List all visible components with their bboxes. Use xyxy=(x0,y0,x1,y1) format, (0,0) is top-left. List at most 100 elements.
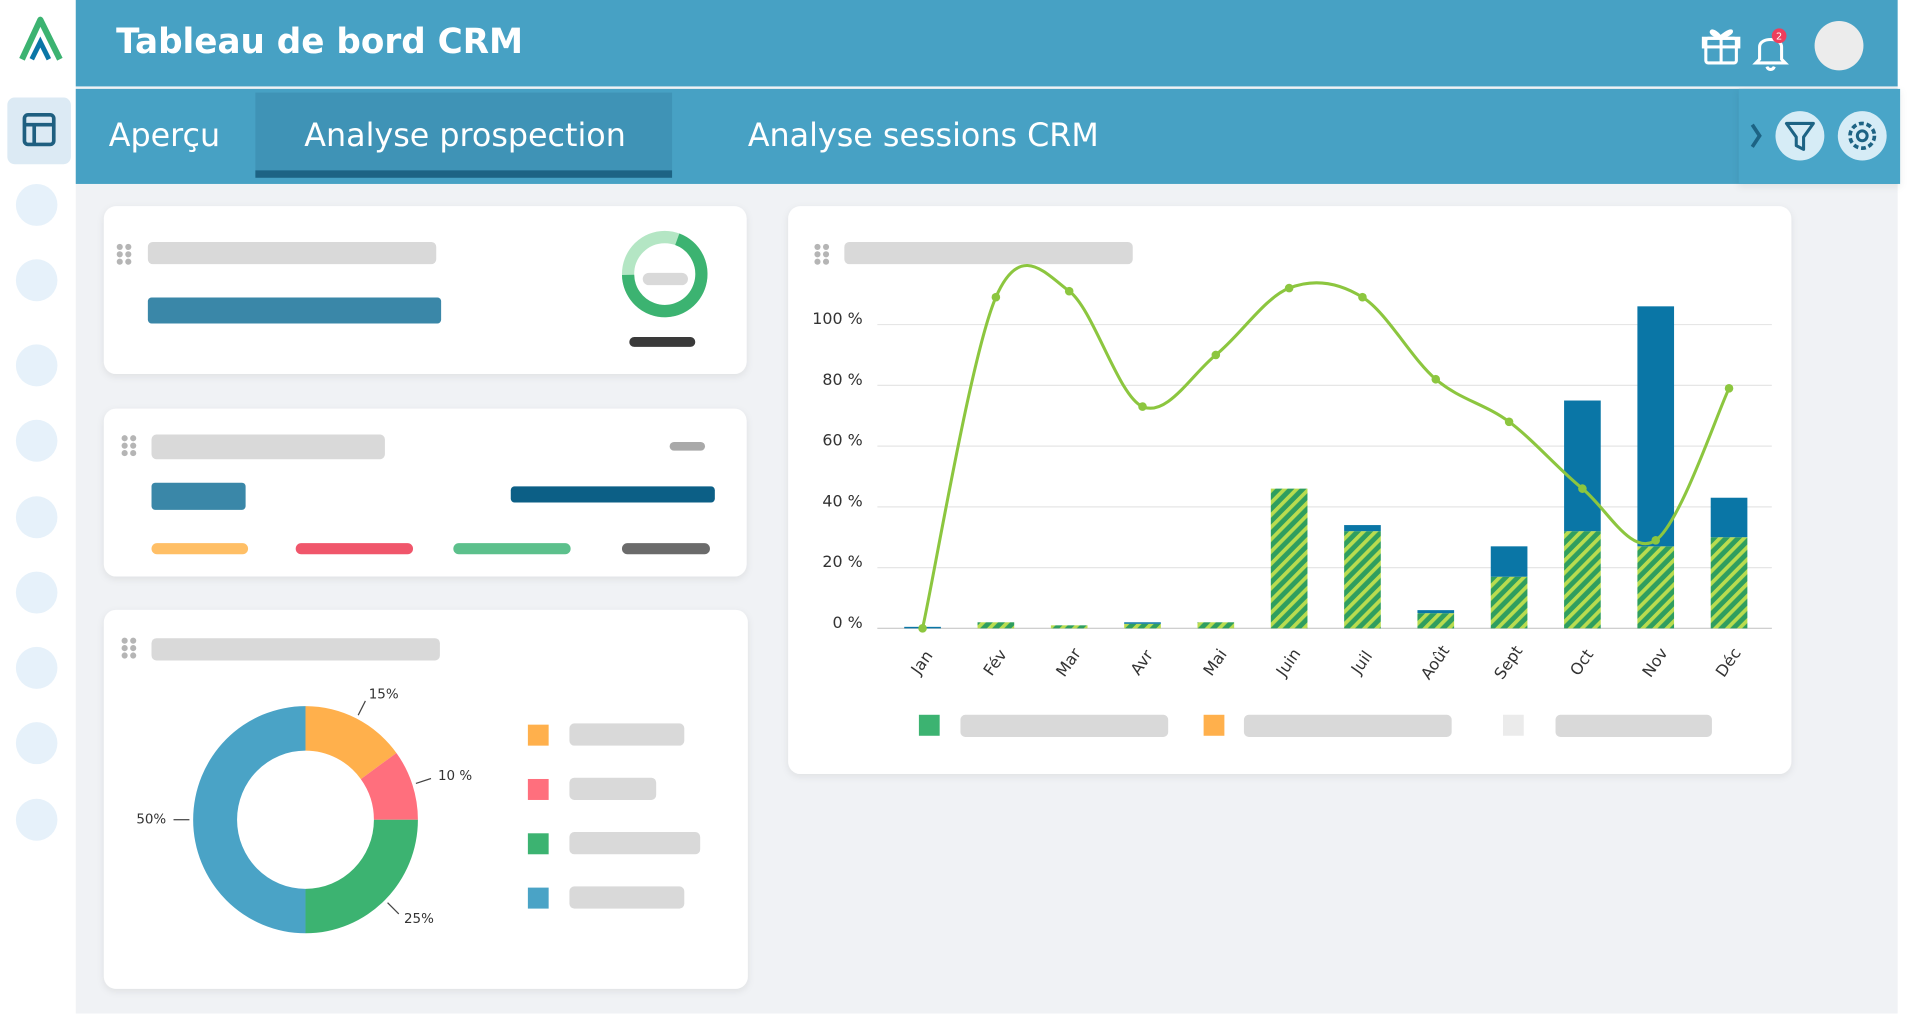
drag-handle[interactable] xyxy=(121,637,137,659)
line-point xyxy=(1358,292,1367,302)
line-point xyxy=(1138,402,1147,411)
bar xyxy=(1270,488,1308,629)
line-point xyxy=(1211,350,1221,360)
notification-badge xyxy=(1771,28,1787,44)
settings-icon xyxy=(1848,121,1877,150)
tab-active[interactable]: Analyse prospection xyxy=(304,116,626,154)
placeholder xyxy=(621,543,710,555)
nav-item[interactable] xyxy=(15,646,58,689)
nav-active[interactable] xyxy=(7,97,71,165)
chart-legend xyxy=(918,714,1712,738)
legend-swatch xyxy=(918,714,940,736)
line-point xyxy=(1504,417,1514,427)
bar xyxy=(1637,546,1675,629)
active-tab-underline xyxy=(255,170,673,178)
pie-label: 10 % xyxy=(438,768,472,784)
pie-legend xyxy=(527,723,701,909)
y-tick-label: 80 % xyxy=(822,370,862,389)
pie-slice xyxy=(305,706,397,780)
y-tick-label: 0 % xyxy=(832,613,862,632)
pie-label: 25% xyxy=(404,911,434,927)
chevron[interactable] xyxy=(1750,123,1762,148)
placeholder xyxy=(642,272,688,286)
bar xyxy=(1564,400,1601,532)
pie-label: 50% xyxy=(136,812,166,828)
settings-button[interactable] xyxy=(1837,111,1887,161)
placeholder xyxy=(569,886,685,909)
nav-icon xyxy=(22,112,56,147)
tab[interactable]: Aperçu xyxy=(109,116,220,154)
nav-item[interactable] xyxy=(15,798,58,841)
logo[interactable] xyxy=(19,16,63,61)
nav-item[interactable] xyxy=(15,183,58,226)
page-title: Tableau de bord CRM xyxy=(116,22,523,62)
pie-slice xyxy=(305,819,418,934)
sidebar xyxy=(7,16,71,841)
placeholder xyxy=(669,441,706,451)
legend-swatch xyxy=(527,833,549,855)
placeholder xyxy=(844,241,1133,265)
leader-line xyxy=(357,700,366,716)
placeholder xyxy=(960,714,1169,738)
pie-label: 15% xyxy=(369,686,399,702)
drag-handle[interactable] xyxy=(814,243,830,265)
pie-slice xyxy=(193,706,306,934)
placeholder xyxy=(569,723,685,746)
placeholder-value xyxy=(147,297,442,324)
placeholder xyxy=(151,543,249,555)
placeholder-value xyxy=(510,486,715,503)
notification-count: 2 xyxy=(1776,31,1782,42)
bar xyxy=(1124,622,1161,624)
leader-line xyxy=(387,902,400,915)
kpi-card xyxy=(103,206,747,375)
legend-swatch xyxy=(527,724,549,746)
active-tab-bg xyxy=(255,92,673,177)
line-point xyxy=(991,292,1001,302)
legend-swatch xyxy=(1203,714,1225,736)
header-bar xyxy=(75,0,1898,87)
line-point xyxy=(1284,283,1294,293)
nav-item[interactable] xyxy=(15,496,58,539)
legend-swatch xyxy=(1502,714,1524,736)
line-point xyxy=(1724,384,1734,393)
nav-item[interactable] xyxy=(15,419,58,462)
y-tick-label: 60 % xyxy=(822,431,862,450)
drag-handle[interactable] xyxy=(116,243,132,265)
bar xyxy=(1197,622,1235,629)
mini-donut xyxy=(621,230,708,318)
line-point xyxy=(1651,535,1661,545)
placeholder xyxy=(1555,714,1712,738)
y-tick-label: 100 % xyxy=(812,309,862,328)
bar xyxy=(1710,537,1748,629)
legend-swatch xyxy=(527,887,549,909)
pie-chart: 15% 10 % 25% 50% xyxy=(136,686,472,934)
filter-button[interactable] xyxy=(1775,111,1825,161)
placeholder xyxy=(569,832,701,855)
logo-inner xyxy=(29,36,52,61)
legend-swatch xyxy=(527,778,549,800)
gift-icon[interactable] xyxy=(1701,29,1741,65)
line-point xyxy=(1578,484,1587,493)
pie-slice xyxy=(360,752,418,820)
nav-item[interactable] xyxy=(15,722,58,765)
placeholder xyxy=(295,543,414,555)
avatar[interactable] xyxy=(1814,20,1864,71)
bar xyxy=(1344,531,1381,629)
bar xyxy=(1417,610,1455,614)
bar xyxy=(1050,625,1088,629)
bar xyxy=(1564,531,1601,629)
bar xyxy=(1490,546,1528,577)
nav-item[interactable] xyxy=(15,571,58,614)
tab[interactable]: Analyse sessions CRM xyxy=(748,116,1099,154)
drag-handle[interactable] xyxy=(121,435,137,457)
filter-icon xyxy=(1784,121,1815,151)
placeholder xyxy=(453,543,571,555)
bar xyxy=(1637,306,1675,547)
placeholder xyxy=(629,337,696,347)
nav-item[interactable] xyxy=(15,259,58,302)
placeholder xyxy=(147,241,437,265)
nav-item[interactable] xyxy=(15,344,58,387)
placeholder xyxy=(569,777,657,800)
